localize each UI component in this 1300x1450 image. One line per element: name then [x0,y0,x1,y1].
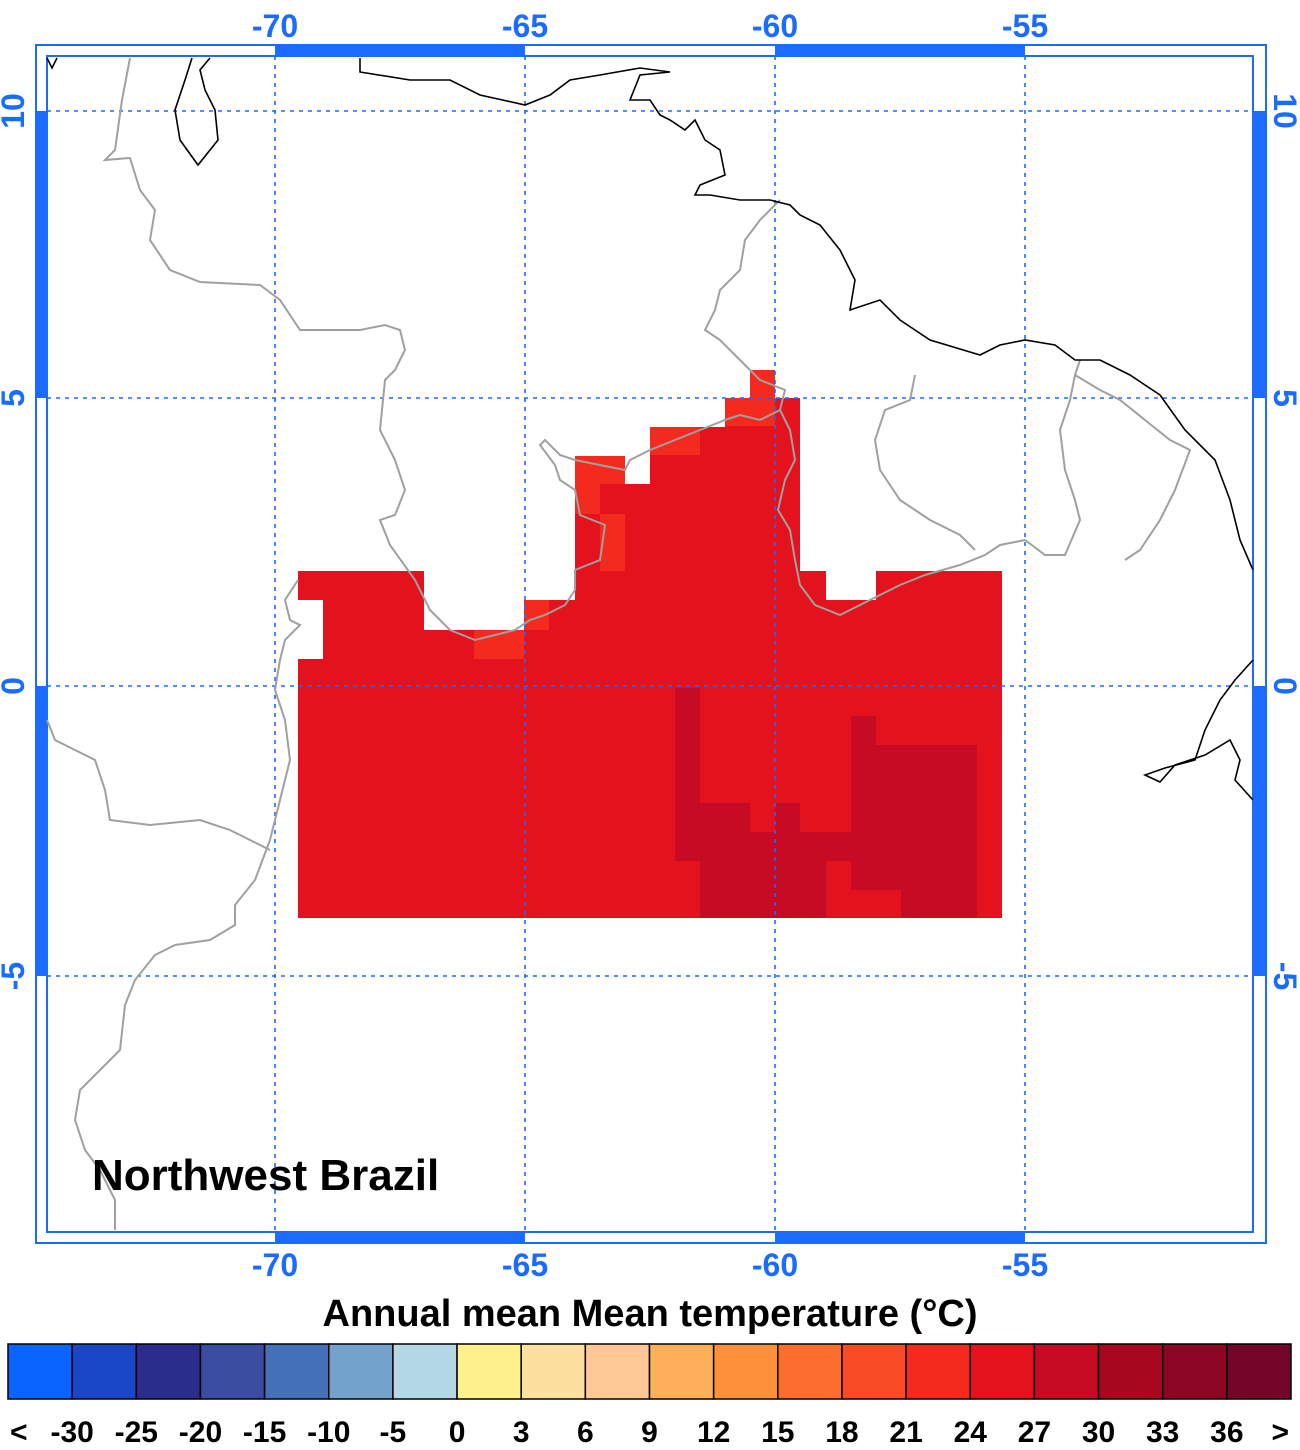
map-inner-frame [46,55,1254,1233]
data-cells-24-27 [298,370,1002,918]
colorbar-label: 3 [513,1416,530,1449]
colorbar-swatch [969,1343,1036,1400]
colorbar-swatch [7,1343,73,1400]
colorbar-swatch [1097,1343,1164,1400]
lat-tick-label: 5 [0,389,31,407]
colorbar-label: -25 [115,1416,158,1449]
lon-tick-label: -65 [502,8,548,44]
colorbar-label: > [1271,1416,1289,1449]
colorbar-label: 0 [449,1416,466,1449]
colorbar-label: 18 [825,1416,858,1449]
colorbar-swatch [520,1343,587,1400]
colorbar-swatch [1161,1343,1228,1400]
lat-tick-labels-left: 10 5 0 -5 [0,93,31,990]
lat-tick-label: 10 [0,93,31,129]
lon-tick-label: -60 [752,8,798,44]
colorbar-swatch [648,1343,715,1400]
colorbar-swatch [135,1343,202,1400]
colorbar-label: 27 [1018,1416,1051,1449]
colorbar-label: 30 [1082,1416,1115,1449]
colorbar-swatch [71,1343,138,1400]
lon-tick-label: -60 [752,1247,798,1283]
colorbar-label: 15 [761,1416,794,1449]
axis-bars [36,45,1266,1243]
colorbar-label: -5 [380,1416,407,1449]
graticule [47,56,1253,1232]
colorbar-label: -15 [243,1416,286,1449]
colorbar-label: 6 [577,1416,594,1449]
colorbar-swatch [1226,1343,1292,1400]
colorbar-label: 21 [889,1416,922,1449]
coastline [46,57,1254,801]
colorbar-label: 24 [954,1416,988,1449]
colorbar-swatch [1033,1343,1100,1400]
lat-tick-label: 5 [1267,389,1300,407]
lon-tick-labels-top: -70 -65 -60 -55 [252,8,1048,44]
lat-tick-labels-right: 10 5 0 -5 [1267,93,1300,990]
lon-tick-label: -70 [252,1247,298,1283]
colorbar-label: -10 [307,1416,350,1449]
lon-tick-label: -55 [1002,1247,1048,1283]
data-cells-27-30 [675,688,977,918]
colorbar-label: -20 [179,1416,222,1449]
colorbar-swatch [392,1343,458,1400]
colorbar-swatch [328,1343,394,1400]
colorbar-swatch [777,1343,843,1400]
colorbar-label: 36 [1210,1416,1243,1449]
colorbar-swatch [263,1343,330,1400]
country-borders [46,57,1192,1230]
colorbar-label: 33 [1146,1416,1179,1449]
colorbar-title: Annual mean Mean temperature (°C) [323,1293,978,1335]
colorbar-label: 9 [641,1416,658,1449]
region-label: Northwest Brazil [92,1151,439,1200]
colorbar-swatch [456,1343,522,1400]
lat-tick-label: 0 [0,677,31,695]
colorbar-label: < [10,1416,28,1449]
lat-tick-label: -5 [1267,962,1300,990]
lon-tick-label: -70 [252,8,298,44]
temperature-data-field [298,370,1002,918]
colorbar-swatch [584,1343,651,1400]
colorbar-swatch [841,1343,907,1400]
colorbar-labels: < -30 -25 -20 -15 -10 -5 0 3 6 9 12 15 18 21 24 27 30 33 36… [10,1416,1289,1449]
colorbar [7,1343,1292,1400]
lon-tick-label: -65 [502,1247,548,1283]
lon-tick-labels-bottom: -70 -65 -60 -55 [252,1247,1048,1283]
colorbar-swatch [199,1343,266,1400]
lat-tick-label: 0 [1267,677,1300,695]
lat-tick-label: -5 [0,962,31,990]
colorbar-label: -30 [50,1416,93,1449]
colorbar-label: 12 [697,1416,730,1449]
data-cells-21-24 [474,370,775,659]
lon-tick-label: -55 [1002,8,1048,44]
colorbar-swatch [905,1343,971,1400]
colorbar-swatch [712,1343,779,1400]
lat-tick-label: 10 [1267,93,1300,129]
